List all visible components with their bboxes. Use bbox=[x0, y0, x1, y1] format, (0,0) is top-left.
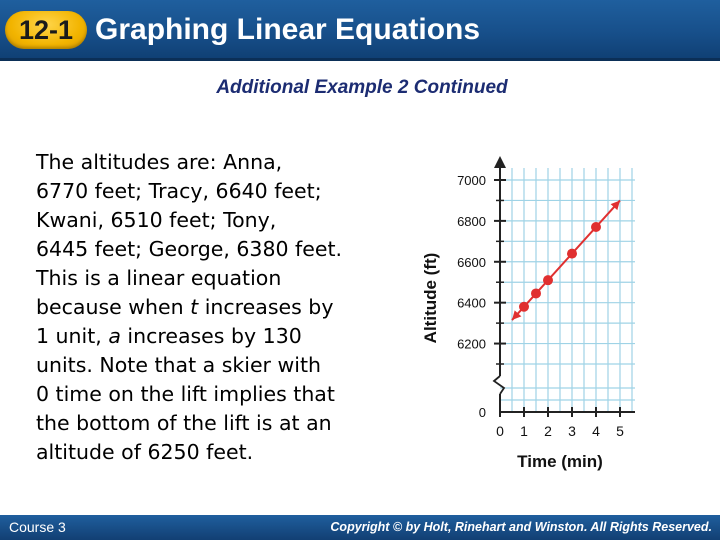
x-tick-label: 0 bbox=[496, 423, 504, 439]
text-line: The altitudes are: Anna, bbox=[36, 150, 283, 174]
x-axis-label: Time (min) bbox=[517, 452, 603, 471]
x-tick-label: 4 bbox=[592, 423, 600, 439]
lesson-badge bbox=[5, 11, 87, 49]
data-point bbox=[567, 248, 577, 259]
text-line: because when t increases by bbox=[36, 295, 334, 319]
y-tick-label: 7000 bbox=[457, 173, 486, 188]
y-tick-label: 6400 bbox=[457, 296, 486, 311]
text-line: the bottom of the lift is at an bbox=[36, 411, 332, 435]
y-tick-label: 0 bbox=[479, 405, 486, 420]
text-line: This is a linear equation bbox=[36, 266, 282, 290]
y-axis-label: Altitude (ft) bbox=[421, 253, 440, 344]
data-point bbox=[543, 275, 553, 286]
data-point bbox=[531, 288, 541, 299]
example-subtitle: Additional Example 2 Continued bbox=[216, 77, 508, 98]
text-line: altitude of 6250 feet. bbox=[36, 440, 254, 464]
header-divider bbox=[0, 58, 720, 61]
x-tick-label: 1 bbox=[520, 423, 528, 439]
data-point bbox=[591, 222, 601, 233]
footer-bar bbox=[0, 515, 720, 540]
y-axis-arrow bbox=[494, 156, 506, 168]
axis-break-mark bbox=[492, 375, 506, 395]
text-line: 6770 feet; Tracy, 6640 feet; bbox=[36, 179, 322, 203]
trend-arrow-end bbox=[610, 200, 620, 211]
lesson-title: Graphing Linear Equations bbox=[95, 13, 481, 46]
trend-line bbox=[511, 199, 621, 321]
lesson-number: 12-1 bbox=[18, 15, 74, 45]
copyright-notice: Copyright © by Holt, Rinehart and Winsto… bbox=[330, 520, 712, 534]
variable-text: a bbox=[108, 324, 121, 348]
trend-arrow-start bbox=[512, 310, 522, 321]
text-line: 1 unit, a increases by 130 bbox=[36, 324, 302, 348]
x-tick-label: 5 bbox=[616, 423, 624, 439]
data-point bbox=[519, 301, 529, 312]
x-tick-label: 2 bbox=[544, 423, 552, 439]
course-label: Course 3 bbox=[9, 519, 66, 535]
x-tick-label: 3 bbox=[568, 423, 576, 439]
text-line: units. Note that a skier with bbox=[36, 353, 321, 377]
variable-text: t bbox=[190, 295, 199, 319]
text-line: 6445 feet; George, 6380 feet. bbox=[36, 237, 343, 261]
explanation-text: The altitudes are: Anna, 6770 feet; Tracy… bbox=[36, 148, 416, 467]
header-bar bbox=[0, 0, 720, 60]
text-line: 0 time on the lift implies that bbox=[36, 382, 335, 406]
y-tick-label: 6200 bbox=[457, 337, 486, 352]
text-line: Kwani, 6510 feet; Tony, bbox=[36, 208, 277, 232]
y-tick-label: 6600 bbox=[457, 255, 486, 270]
y-tick-label: 6800 bbox=[457, 214, 486, 229]
